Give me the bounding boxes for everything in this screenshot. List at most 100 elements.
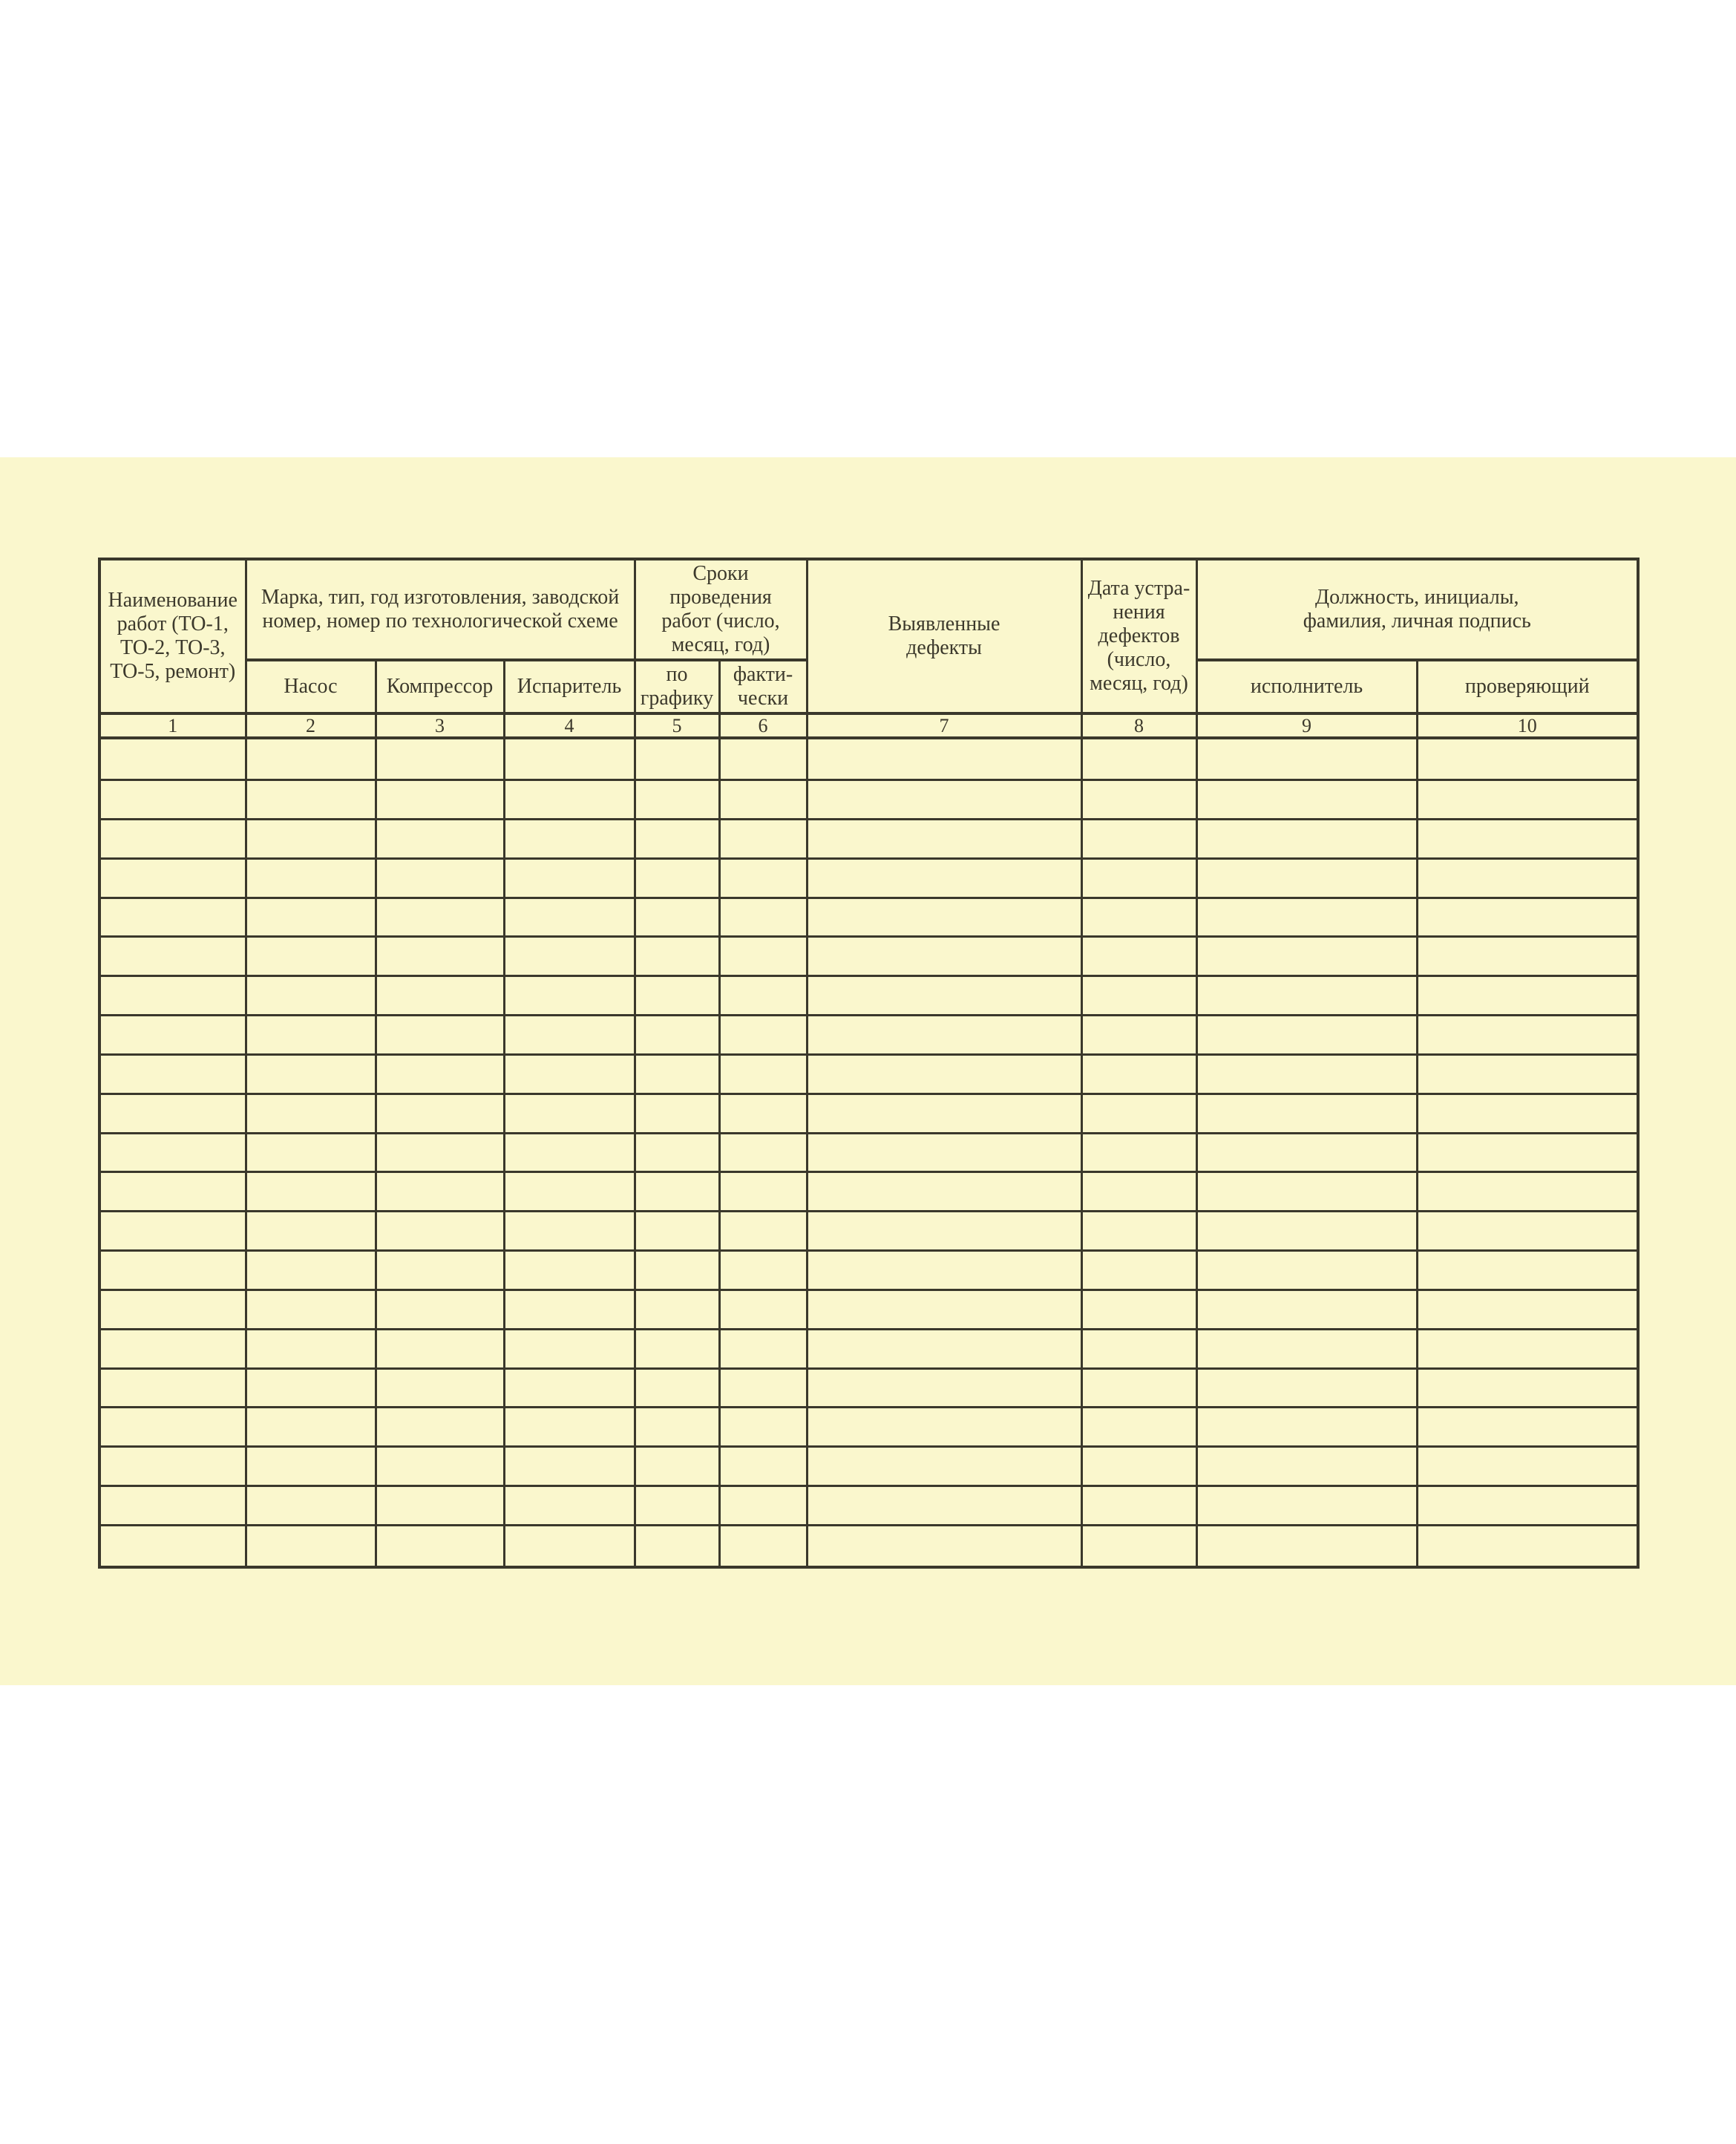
empty-cell (1415, 1210, 1640, 1252)
empty-cell (374, 1406, 505, 1448)
empty-cell (718, 736, 808, 782)
empty-cell (374, 1288, 505, 1330)
empty-cell (1195, 736, 1418, 782)
empty-cell (1415, 1288, 1640, 1330)
table-body (98, 736, 1640, 1569)
empty-cell (374, 736, 505, 782)
empty-cell (805, 1210, 1083, 1252)
header-works-name: Наименование работ (ТО-1, ТО-2, ТО-3, ТО… (98, 558, 247, 715)
empty-cell (244, 896, 377, 938)
empty-cell (244, 1445, 377, 1487)
empty-cell (633, 1367, 721, 1409)
header-row-groups: Наименование работ (ТО-1, ТО-2, ТО-3, ТО… (98, 558, 1640, 715)
empty-cell (244, 1053, 377, 1095)
table-row (98, 1288, 1640, 1330)
empty-cell (98, 1367, 247, 1409)
empty-cell (244, 779, 377, 820)
empty-cell (1415, 1406, 1640, 1448)
empty-cell (1415, 1171, 1640, 1213)
empty-cell (1195, 1131, 1418, 1174)
empty-cell (502, 817, 636, 860)
header-by-schedule: по графику (633, 658, 721, 715)
empty-cell (805, 1523, 1083, 1569)
empty-cell (633, 779, 721, 820)
empty-cell (1415, 817, 1640, 860)
empty-cell (502, 1014, 636, 1056)
empty-cell (1195, 1171, 1418, 1213)
empty-cell (374, 896, 505, 938)
empty-cell (633, 1327, 721, 1370)
empty-cell (502, 1367, 636, 1409)
empty-cell (805, 935, 1083, 978)
empty-cell (633, 1445, 721, 1487)
empty-cell (1080, 1210, 1198, 1252)
empty-cell (1080, 975, 1198, 1017)
empty-cell (718, 779, 808, 820)
empty-cell (374, 1092, 505, 1134)
empty-cell (374, 935, 505, 978)
empty-cell (98, 1406, 247, 1448)
empty-cell (1080, 935, 1198, 978)
empty-cell (1195, 779, 1418, 820)
column-number: 8 (1080, 712, 1198, 739)
empty-cell (1415, 1053, 1640, 1095)
empty-cell (718, 1523, 808, 1569)
empty-cell (805, 736, 1083, 782)
empty-cell (244, 1014, 377, 1056)
empty-cell (244, 935, 377, 978)
empty-cell (718, 857, 808, 899)
empty-cell (502, 1445, 636, 1487)
empty-cell (718, 975, 808, 1017)
empty-cell (1415, 1485, 1640, 1526)
empty-cell (633, 1288, 721, 1330)
table-row (98, 1445, 1640, 1487)
empty-cell (1195, 1445, 1418, 1487)
empty-cell (502, 896, 636, 938)
empty-cell (805, 1014, 1083, 1056)
empty-cell (244, 1327, 377, 1370)
column-number: 6 (718, 712, 808, 739)
table-row (98, 817, 1640, 860)
empty-cell (502, 1485, 636, 1526)
empty-cell (502, 975, 636, 1017)
empty-cell (1195, 1367, 1418, 1409)
empty-cell (633, 817, 721, 860)
table-row (98, 779, 1640, 820)
empty-cell (1415, 896, 1640, 938)
empty-cell (1415, 1523, 1640, 1569)
empty-cell (633, 896, 721, 938)
empty-cell (805, 1249, 1083, 1291)
empty-cell (98, 817, 247, 860)
empty-cell (374, 1485, 505, 1526)
empty-cell (805, 779, 1083, 820)
empty-cell (718, 1445, 808, 1487)
empty-cell (244, 817, 377, 860)
column-number: 10 (1415, 712, 1640, 739)
empty-cell (718, 1171, 808, 1213)
column-number: 2 (244, 712, 377, 739)
column-number: 3 (374, 712, 505, 739)
empty-cell (244, 1523, 377, 1569)
empty-cell (244, 1171, 377, 1213)
empty-cell (1080, 736, 1198, 782)
empty-cell (502, 1288, 636, 1330)
empty-cell (805, 975, 1083, 1017)
empty-cell (805, 1485, 1083, 1526)
table-row (98, 1406, 1640, 1448)
empty-cell (374, 817, 505, 860)
header-inspector: проверяющий (1415, 658, 1640, 715)
table-row (98, 1210, 1640, 1252)
empty-cell (1080, 1367, 1198, 1409)
empty-cell (244, 1131, 377, 1174)
header-defects: Выявленные дефекты (805, 558, 1083, 715)
empty-cell (98, 857, 247, 899)
empty-cell (98, 1327, 247, 1370)
empty-cell (98, 1523, 247, 1569)
empty-cell (98, 1092, 247, 1134)
empty-cell (1195, 935, 1418, 978)
header-actual: факти- чески (718, 658, 808, 715)
empty-cell (1195, 1092, 1418, 1134)
empty-cell (502, 1406, 636, 1448)
empty-cell (1080, 896, 1198, 938)
table-row (98, 1249, 1640, 1291)
